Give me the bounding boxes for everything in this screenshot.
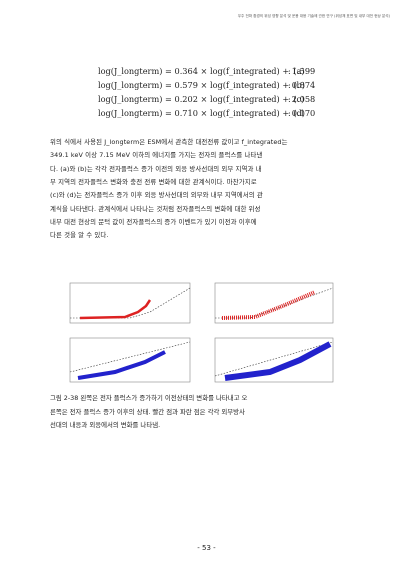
- scatter-band: [79, 299, 152, 320]
- running-header: 우주 전파 환경의 위성 영향 분석 및 운용 대응 기술에 관한 연구 (위성…: [237, 14, 390, 18]
- fit-line: [215, 287, 334, 319]
- equation: log(J_longterm) = 0.710 × log(f_integrat…: [98, 108, 315, 118]
- panel-frame: [69, 282, 191, 324]
- scatter-band: [221, 290, 316, 320]
- equation: log(J_longterm) = 0.364 × log(f_integrat…: [98, 66, 315, 76]
- equation-label: : (a): [288, 66, 305, 76]
- equation: log(J_longterm) = 0.579 × log(f_integrat…: [98, 80, 315, 90]
- panel-top-left: [69, 282, 191, 324]
- equation-body: log(J_longterm) = 0.579 × log(f_integrat…: [98, 80, 316, 90]
- equation-body: log(J_longterm) = 0.710 × log(f_integrat…: [98, 108, 316, 118]
- equation: log(J_longterm) = 0.202 × log(f_integrat…: [98, 94, 315, 104]
- text-line: 내부 대전 현상의 문턱 값이 전자플럭스의 증가 이벤트가 있기 이전과 이후…: [50, 217, 257, 226]
- scatter-band: [224, 341, 332, 381]
- page-number: - 53 -: [197, 544, 216, 552]
- panel-frame: [214, 337, 334, 383]
- text-line: 다른 것을 알 수 있다.: [50, 231, 109, 240]
- equation-label: : (b): [288, 80, 305, 90]
- fit-line: [70, 287, 191, 319]
- equation-label: : (d): [288, 108, 305, 118]
- text-line: 349.1 keV 이상 7.15 MeV 이하의 에너지를 가지는 전자의 플…: [50, 151, 263, 160]
- text-line: 계식을 나타낸다. 관계식에서 나타나는 것처럼 전자플럭스의 변화에 대한 위…: [50, 204, 261, 213]
- fit-line: [69, 341, 191, 373]
- equation-body: log(J_longterm) = 0.202 × log(f_integrat…: [98, 94, 316, 104]
- panel-frame: [214, 282, 334, 324]
- fit-line: [214, 341, 334, 377]
- panel-frame: [69, 337, 191, 383]
- text-line: 선대의 내응과 외응에서의 변화를 나타냄.: [50, 421, 161, 429]
- panel-top-right: [214, 282, 334, 324]
- text-line: 위의 식에서 사용된 J_longterm은 ESM에서 관측한 대전전류 값이…: [50, 138, 288, 146]
- text-line: (c)와 (d)는 전자플럭스 증가 이후 외응 방사선대의 외부와 내부 지역…: [50, 191, 263, 200]
- equation-label: : (c): [288, 94, 305, 104]
- panel-bottom-left: [69, 337, 191, 383]
- text-line: 른쪽은 전자 플럭스 증가 이후의 상태. 빨간 점과 파란 점은 각각 외부방…: [50, 407, 245, 416]
- text-line: 부 지역의 전자플럭스 변화와 충전 전류 변화에 대한 관계식이다. 마찬가지…: [50, 177, 257, 186]
- equation-body: log(J_longterm) = 0.364 × log(f_integrat…: [98, 66, 316, 76]
- panel-bottom-right: [214, 337, 334, 383]
- scatter-band: [77, 350, 166, 380]
- text-line: 다. (a)와 (b)는 각각 전자플럭스 증가 이전의 외응 방사선대의 외부…: [50, 164, 262, 173]
- text-line: 그림 2-38 왼쪽은 전자 플럭스가 증가하기 이전상태의 변화를 나타내고 …: [50, 394, 248, 402]
